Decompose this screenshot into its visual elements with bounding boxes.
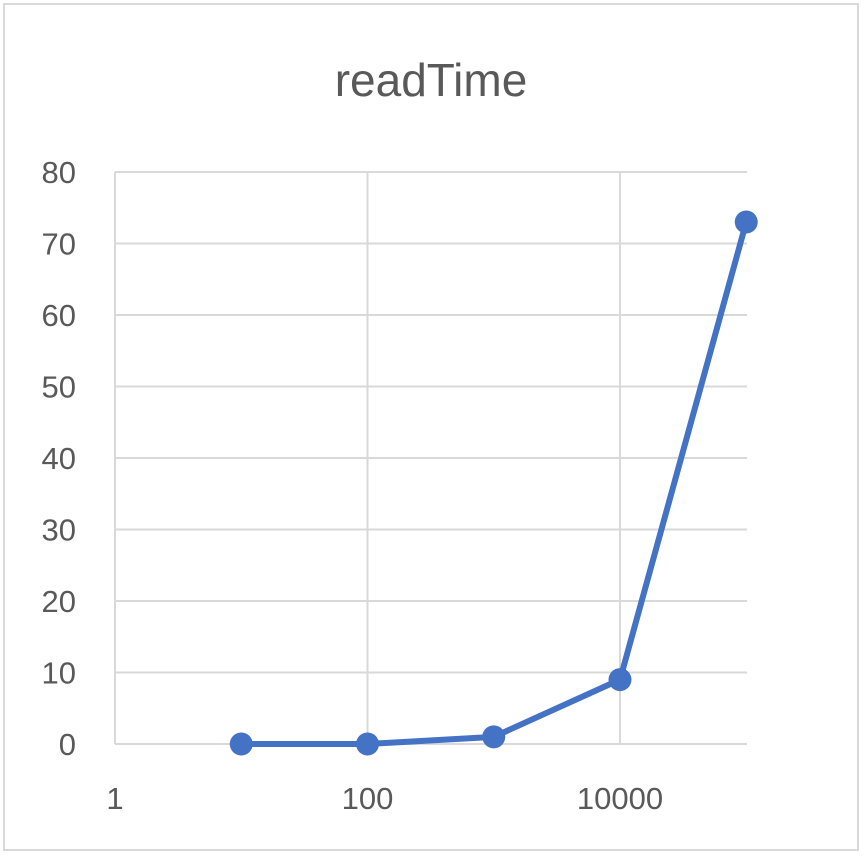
x-tick-label: 1 <box>106 781 123 816</box>
data-point <box>356 732 379 756</box>
chart-frame <box>3 3 859 851</box>
y-tick-label: 0 <box>59 727 76 762</box>
y-tick-label: 50 <box>42 370 76 405</box>
y-tick-label: 20 <box>42 584 76 619</box>
data-point <box>608 668 632 692</box>
y-tick-label: 60 <box>42 298 76 333</box>
x-tick-label: 10000 <box>577 781 663 816</box>
data-point <box>482 725 506 749</box>
axes: 0 10 20 30 40 50 60 70 80 1 100 10000 <box>42 155 747 816</box>
series-line <box>238 219 750 747</box>
gridlines <box>114 171 747 744</box>
y-tick-label: 10 <box>42 656 76 691</box>
y-tick-label: 30 <box>42 513 76 548</box>
x-tick-label: 100 <box>342 781 394 816</box>
data-point <box>734 210 758 234</box>
data-point <box>229 732 253 756</box>
y-tick-label: 80 <box>42 155 76 190</box>
y-tick-label: 40 <box>42 441 76 476</box>
series <box>229 210 758 756</box>
chart-title: readTime <box>335 54 528 106</box>
y-tick-label: 70 <box>42 227 76 262</box>
